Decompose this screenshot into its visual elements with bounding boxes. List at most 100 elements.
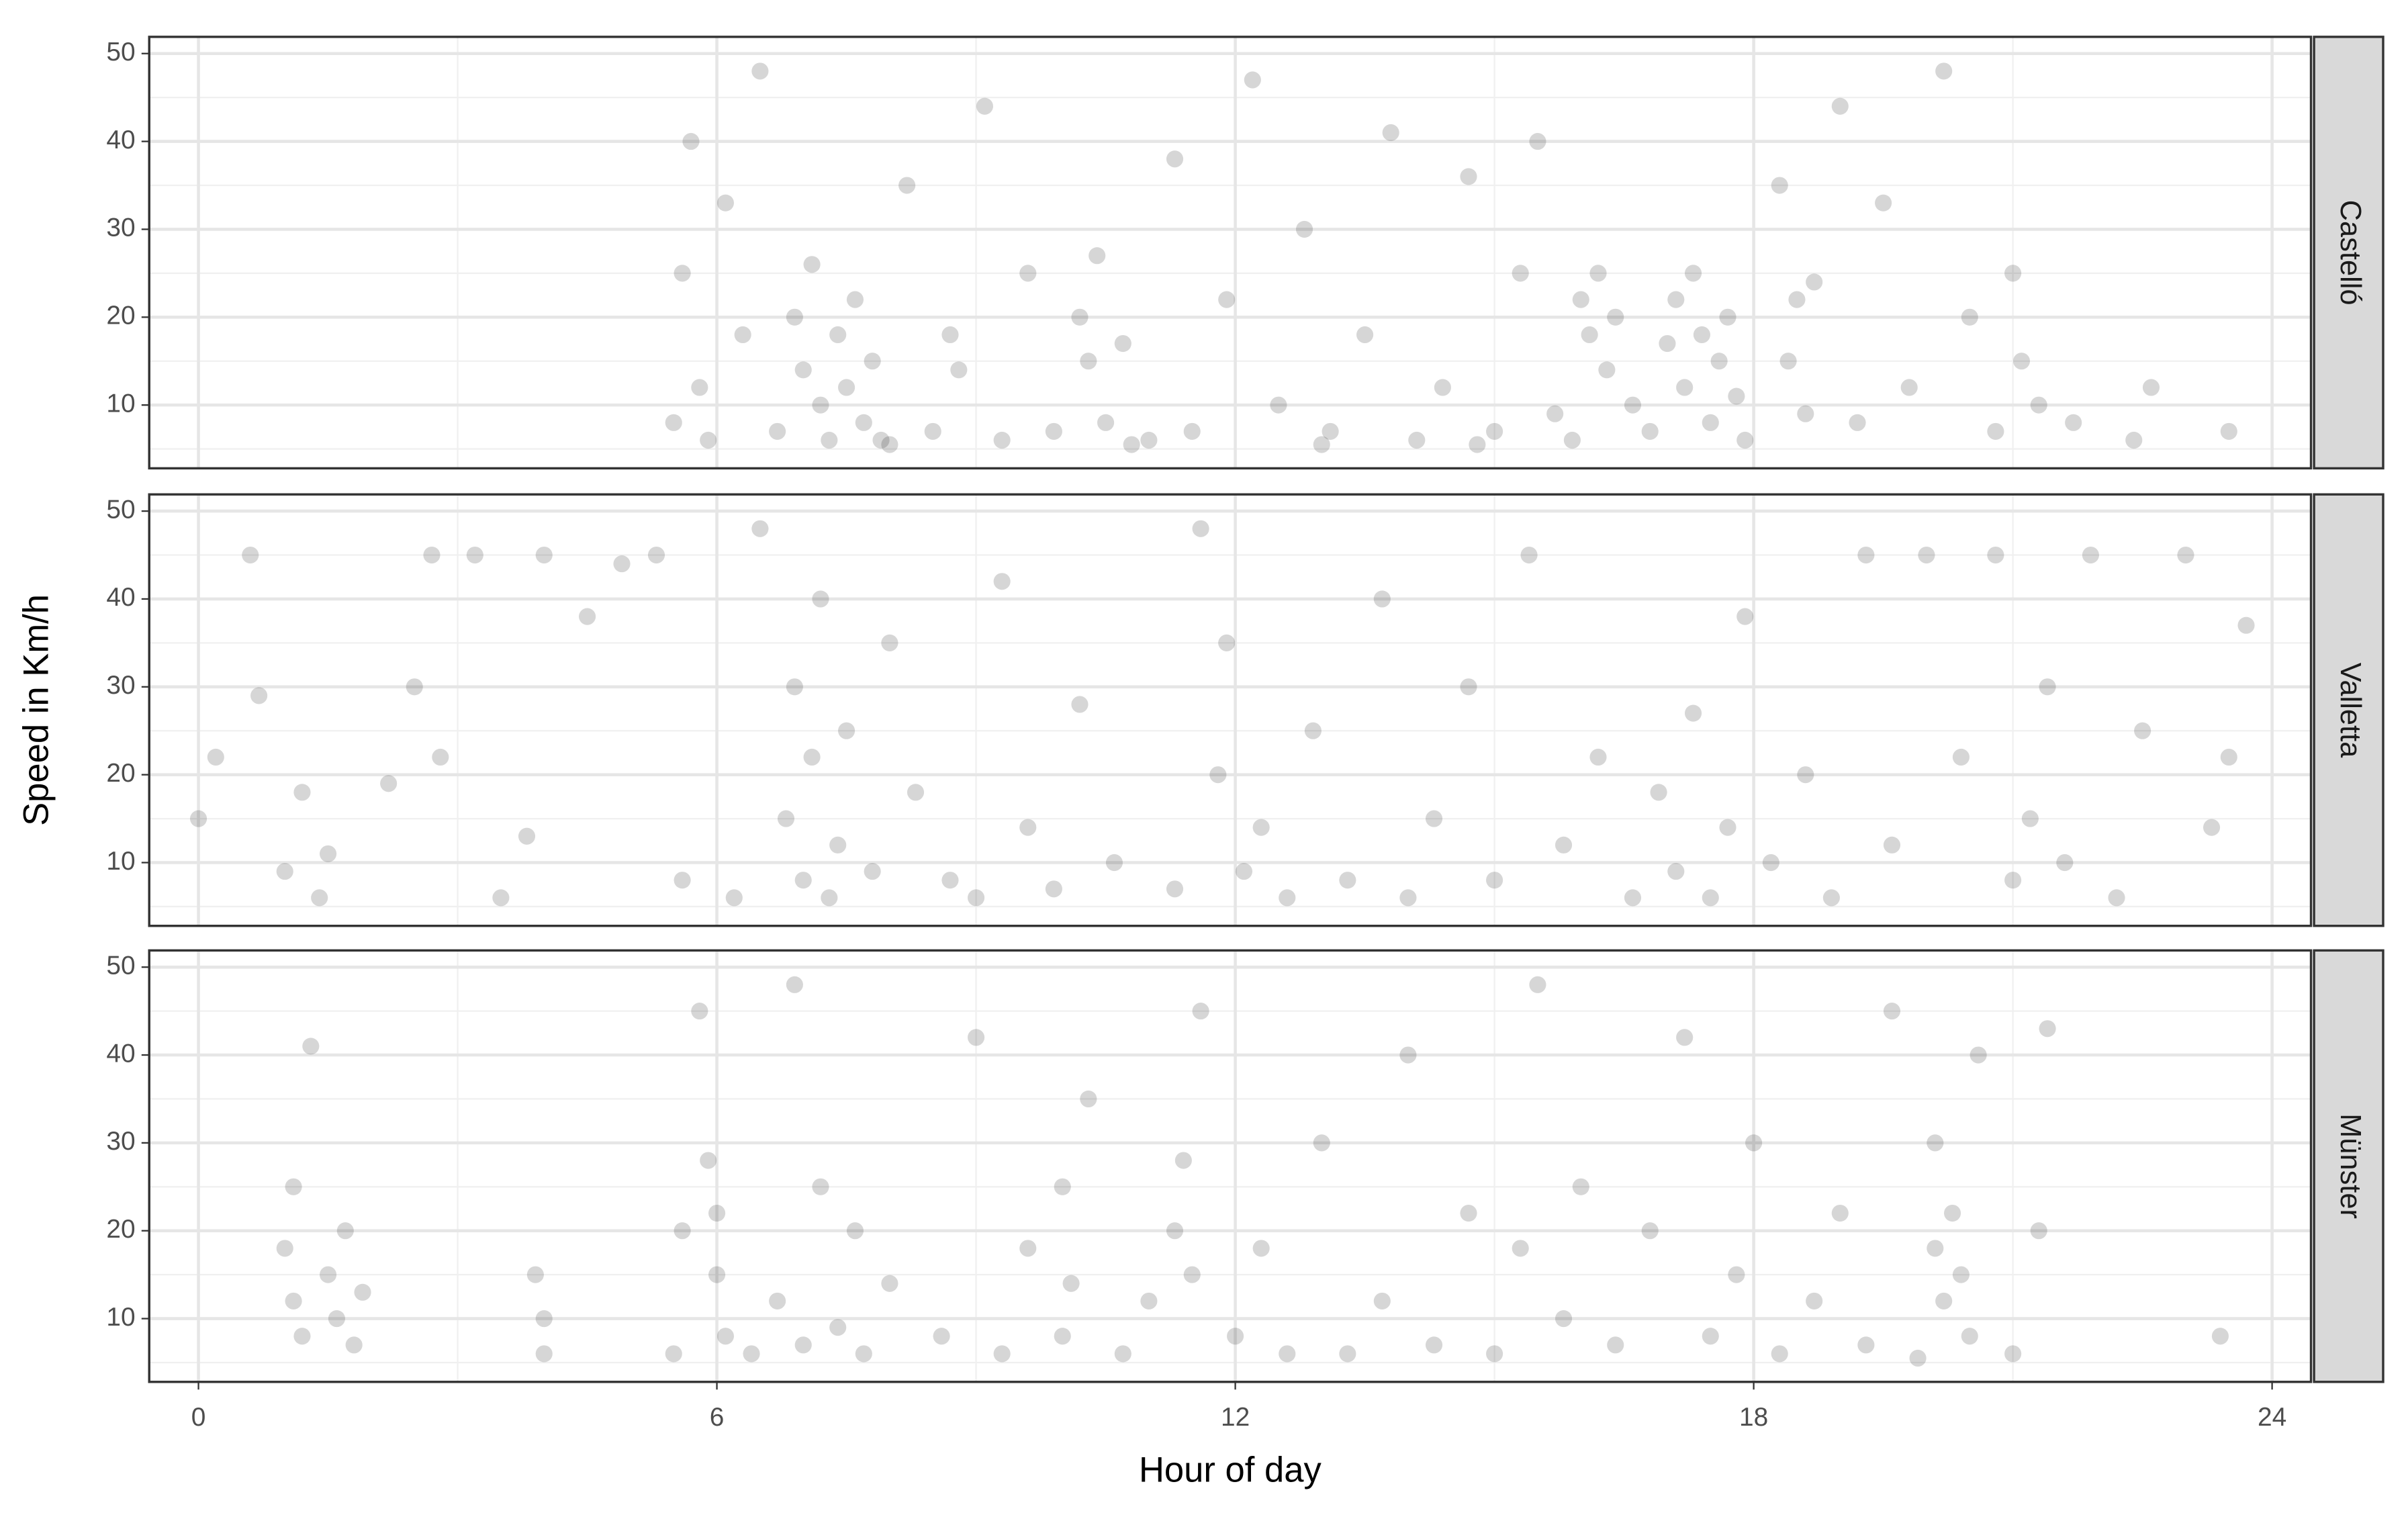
point xyxy=(1114,334,1131,353)
point xyxy=(2108,889,2125,907)
point xyxy=(1719,819,1736,836)
point xyxy=(1797,766,1814,784)
point xyxy=(1071,696,1089,713)
point xyxy=(1399,889,1417,907)
y-tick-label: 50 xyxy=(106,951,135,980)
point xyxy=(881,436,898,453)
point xyxy=(1943,1204,1961,1222)
point xyxy=(1684,704,1702,722)
point xyxy=(1183,1266,1201,1283)
point xyxy=(1667,291,1685,308)
point xyxy=(777,810,795,827)
point xyxy=(1512,265,1529,282)
point xyxy=(1935,62,1953,80)
y-tick-label: 40 xyxy=(106,583,135,612)
point xyxy=(1572,291,1589,308)
point xyxy=(1054,1328,1071,1345)
point xyxy=(1797,405,1814,422)
point xyxy=(1019,265,1037,282)
point xyxy=(846,291,864,308)
point xyxy=(1771,177,1788,194)
point xyxy=(302,1038,320,1055)
point xyxy=(907,784,925,801)
point xyxy=(276,1240,293,1257)
point xyxy=(319,1266,337,1283)
point xyxy=(1650,784,1667,801)
x-tick-label: 18 xyxy=(1739,1403,1768,1432)
point xyxy=(1952,748,1970,766)
point xyxy=(993,1345,1011,1363)
point xyxy=(1806,273,1823,291)
point xyxy=(1857,546,1875,564)
panel-border xyxy=(148,36,2313,470)
point xyxy=(993,431,1011,449)
point xyxy=(968,1029,985,1046)
point xyxy=(311,889,328,907)
strip xyxy=(2313,949,2384,1383)
point xyxy=(1736,431,1754,449)
point xyxy=(1693,326,1710,344)
point xyxy=(1097,414,1115,431)
point xyxy=(1745,1134,1763,1152)
y-tick-label: 20 xyxy=(106,759,135,788)
strip-label: Münster xyxy=(2334,1113,2366,1219)
point xyxy=(1598,361,1616,379)
point xyxy=(1788,291,1806,308)
point xyxy=(1460,1204,1477,1222)
point xyxy=(2039,678,2056,696)
point xyxy=(708,1266,726,1283)
point xyxy=(1676,379,1694,396)
point xyxy=(1572,1178,1589,1195)
point xyxy=(647,546,665,564)
point xyxy=(665,414,682,431)
point xyxy=(1857,1336,1875,1354)
point xyxy=(293,1328,311,1345)
point xyxy=(1779,353,1797,370)
point xyxy=(1313,436,1330,453)
point xyxy=(1927,1240,1944,1257)
point xyxy=(2134,722,2151,739)
point xyxy=(1469,436,1486,453)
point xyxy=(535,1345,553,1363)
point xyxy=(518,827,536,845)
point xyxy=(769,422,786,440)
point xyxy=(2012,353,2031,370)
point xyxy=(794,361,812,379)
point xyxy=(1581,326,1598,344)
point xyxy=(1408,431,1426,449)
point xyxy=(1045,880,1062,898)
point xyxy=(1183,422,1201,440)
point xyxy=(1486,872,1503,889)
point xyxy=(682,133,700,150)
y-tick-label: 20 xyxy=(106,1215,135,1244)
point xyxy=(1702,1328,1719,1345)
point xyxy=(406,678,423,696)
point xyxy=(250,687,268,704)
x-tick-label: 12 xyxy=(1221,1403,1250,1432)
point xyxy=(380,775,398,792)
point xyxy=(1209,766,1227,784)
point xyxy=(812,1178,829,1195)
point xyxy=(1935,1292,1953,1309)
point xyxy=(336,1222,354,1240)
point xyxy=(993,573,1011,590)
point xyxy=(751,520,769,537)
x-axis-title: Hour of day xyxy=(1139,1451,1322,1490)
point xyxy=(1831,97,1849,115)
point xyxy=(968,889,985,907)
point xyxy=(691,379,708,396)
point xyxy=(1702,889,1719,907)
point xyxy=(432,748,449,766)
point xyxy=(492,889,510,907)
point xyxy=(1071,308,1089,326)
point xyxy=(319,845,337,862)
point xyxy=(1883,836,1901,854)
point xyxy=(1520,546,1538,564)
point xyxy=(1460,168,1477,185)
point xyxy=(2030,396,2047,414)
point xyxy=(1166,1222,1184,1240)
point xyxy=(794,1336,812,1354)
point xyxy=(1849,414,1866,431)
point xyxy=(1875,194,1892,212)
point xyxy=(1382,124,1399,142)
